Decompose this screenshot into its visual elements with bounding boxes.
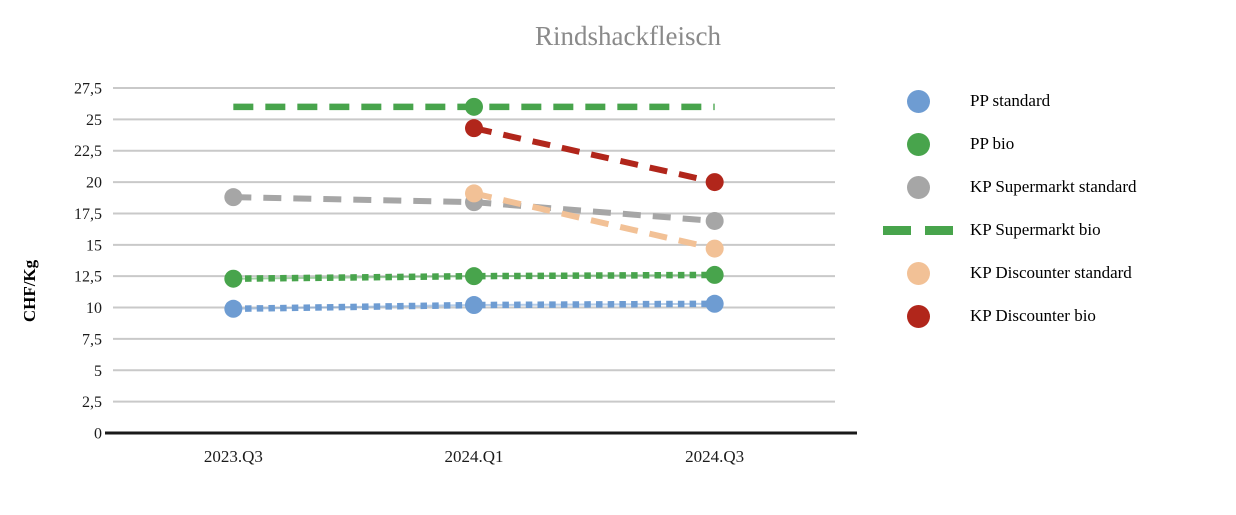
legend-item-kp-supermarkt-standard: KP Supermarkt standard bbox=[883, 175, 1137, 199]
series-pp-standard bbox=[224, 294, 724, 318]
y-tick-label: 2,5 bbox=[82, 394, 102, 411]
data-point-marker bbox=[465, 267, 483, 286]
data-point-marker bbox=[224, 299, 243, 318]
data-point-marker bbox=[705, 265, 724, 284]
legend: PP standard PP bio KP Supermarkt standard K… bbox=[883, 89, 1137, 328]
data-point-marker bbox=[705, 211, 724, 230]
series-kp-discounter-bio bbox=[465, 119, 724, 192]
legend-swatch-column bbox=[883, 225, 953, 235]
legend-label: KP Supermarkt standard bbox=[970, 177, 1137, 196]
legend-label: PP standard bbox=[970, 91, 1051, 110]
data-point-marker bbox=[705, 294, 724, 313]
legend-dash-swatch-icon bbox=[883, 225, 953, 235]
series-kp-discounter-standard bbox=[465, 184, 724, 258]
legend-swatch-column bbox=[883, 261, 953, 285]
series-line bbox=[473, 125, 716, 186]
legend-swatch-column bbox=[883, 304, 953, 328]
y-tick-label: 20 bbox=[86, 175, 102, 192]
legend-circle-swatch-icon bbox=[906, 261, 930, 285]
legend-label: KP Discounter bio bbox=[970, 306, 1096, 325]
data-point-marker bbox=[705, 173, 724, 192]
legend-item-pp-bio: PP bio bbox=[883, 132, 1137, 156]
y-tick-label: 17,5 bbox=[74, 206, 102, 223]
series-pp-bio bbox=[224, 265, 724, 288]
y-tick-label: 7,5 bbox=[82, 331, 102, 348]
legend-label: KP Supermarkt bio bbox=[970, 220, 1101, 239]
legend-circle-swatch-icon bbox=[906, 175, 930, 199]
data-point-marker bbox=[224, 269, 243, 288]
chart-title: Rindshackfleisch bbox=[535, 21, 721, 51]
y-tick-label: 0 bbox=[94, 426, 102, 443]
data-point-marker bbox=[465, 296, 483, 315]
series-line bbox=[233, 300, 715, 313]
legend-circle-swatch-icon bbox=[906, 132, 930, 156]
legend-circle-swatch-icon bbox=[906, 89, 930, 113]
legend-swatch-column bbox=[883, 89, 953, 113]
legend-swatch-column bbox=[883, 175, 953, 199]
data-point-marker bbox=[224, 188, 243, 207]
y-tick-label: 5 bbox=[94, 363, 102, 380]
y-tick-label: 25 bbox=[86, 112, 102, 129]
series-kp-supermarkt-bio bbox=[233, 97, 715, 116]
x-axis-label: 2024.Q1 bbox=[444, 447, 503, 466]
y-tick-label: 12,5 bbox=[74, 269, 102, 286]
data-point-marker bbox=[705, 239, 724, 258]
legend-item-kp-discounter-bio: KP Discounter bio bbox=[883, 304, 1137, 328]
series-line bbox=[473, 190, 716, 252]
legend-circle-swatch-icon bbox=[906, 304, 930, 328]
y-tick-label: 15 bbox=[86, 237, 102, 254]
legend-item-kp-supermarkt-bio: KP Supermarkt bio bbox=[883, 218, 1137, 242]
data-point-marker bbox=[465, 97, 483, 116]
legend-swatch-column bbox=[883, 132, 953, 156]
x-axis-label: 2024.Q3 bbox=[685, 447, 744, 466]
data-point-marker bbox=[465, 119, 483, 138]
legend-label: PP bio bbox=[970, 134, 1015, 153]
y-tick-label: 27,5 bbox=[74, 81, 102, 98]
legend-label: KP Discounter standard bbox=[970, 263, 1132, 282]
legend-item-pp-standard: PP standard bbox=[883, 89, 1137, 113]
y-tick-label: 10 bbox=[86, 300, 102, 317]
legend-item-kp-discounter-standard: KP Discounter standard bbox=[883, 261, 1137, 285]
series-line bbox=[233, 271, 715, 282]
data-point-marker bbox=[465, 184, 483, 203]
x-axis-label: 2023.Q3 bbox=[204, 447, 263, 466]
y-tick-label: 22,5 bbox=[74, 143, 102, 160]
